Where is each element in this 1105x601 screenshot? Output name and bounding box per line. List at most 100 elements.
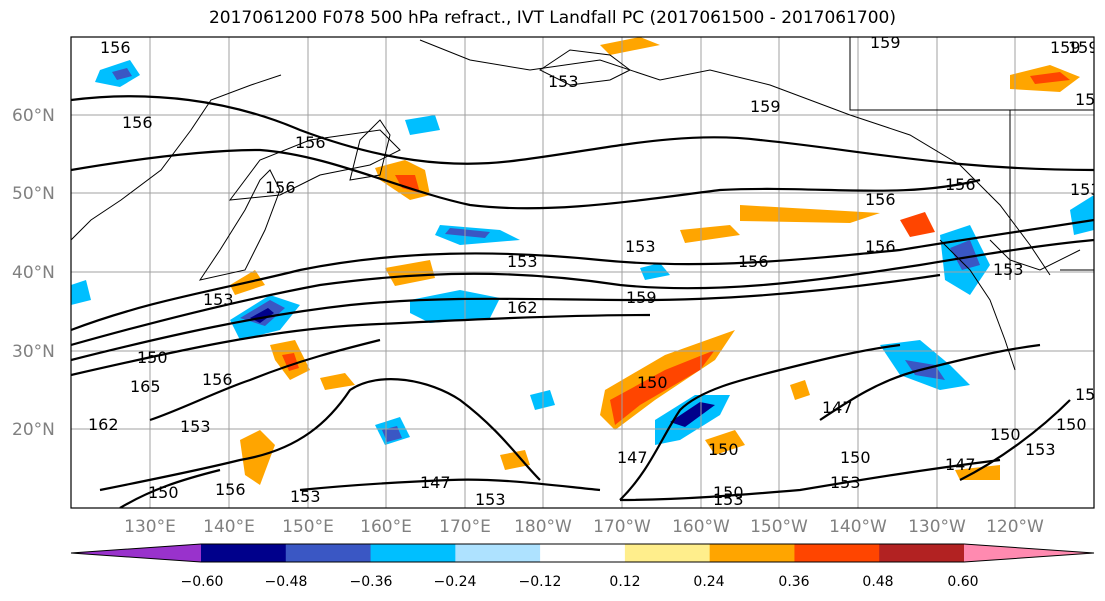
lon-label: 150°E xyxy=(282,517,334,537)
colorbar-swatch xyxy=(201,544,287,562)
colorbar-swatch xyxy=(879,544,965,562)
contour-label: 153 xyxy=(830,473,861,492)
negative-region xyxy=(405,115,440,135)
contour-label: 156 xyxy=(100,38,131,57)
colorbar-swatch xyxy=(794,544,880,562)
colorbar xyxy=(70,543,1095,563)
colorbar-swatch xyxy=(370,544,456,562)
colorbar-swatch xyxy=(540,544,626,562)
colorbar-swatch xyxy=(624,544,711,562)
coastlines xyxy=(71,37,1094,371)
contour-label: 156 xyxy=(295,133,326,152)
shaded-regions xyxy=(71,37,1094,485)
contour-label: 156 xyxy=(738,252,769,271)
contour-label: 159 xyxy=(1050,38,1081,57)
contour-label: 159 xyxy=(870,33,901,52)
contour-label: 150 xyxy=(137,348,168,367)
positive-region xyxy=(500,450,530,470)
colorbar-swatch xyxy=(285,544,372,562)
lon-label: 120°W xyxy=(986,517,1044,537)
lon-label: 180°W xyxy=(514,517,572,537)
colorbar-tick-label: −0.60 xyxy=(181,574,224,590)
lon-label: 130°E xyxy=(124,517,176,537)
negative-region xyxy=(71,280,91,305)
contour-label: 150 xyxy=(637,373,668,392)
positive-region xyxy=(740,205,880,223)
lat-label: 20°N xyxy=(12,420,55,440)
contour-label: 150 xyxy=(148,483,179,502)
refractivity-contours xyxy=(71,95,1094,508)
contour-label: 153 xyxy=(475,490,506,509)
contour-label: 153 xyxy=(1025,440,1056,459)
lat-label: 40°N xyxy=(12,263,55,283)
positive-region xyxy=(240,430,275,485)
contour-label: 150 xyxy=(713,483,744,502)
positive-region xyxy=(610,350,715,425)
lon-label: 170°W xyxy=(593,517,651,537)
negative-region xyxy=(905,360,945,380)
positive-region xyxy=(705,430,745,455)
contour-label: 153 xyxy=(713,490,744,509)
contour-label: 147 xyxy=(617,448,648,467)
lon-label: 150°W xyxy=(750,517,808,537)
colorbar-tick-label: −0.36 xyxy=(350,574,393,590)
colorbar-tick-label: −0.48 xyxy=(265,574,308,590)
colorbar-extend-max xyxy=(964,544,1094,562)
contour-label: 153 xyxy=(625,237,656,256)
plot-frame xyxy=(70,36,1095,509)
negative-region xyxy=(670,402,715,427)
latitude-labels: 60°N 50°N 40°N 30°N 20°N xyxy=(12,106,55,440)
contour-label: 147 xyxy=(420,473,451,492)
positive-region xyxy=(600,37,660,55)
contour-label: 153 xyxy=(180,417,211,436)
lon-label: 170°E xyxy=(439,517,491,537)
colorbar-outline xyxy=(70,543,1095,563)
positive-region xyxy=(385,260,435,286)
contour-label: 159 xyxy=(1068,38,1099,57)
contour-label: 165 xyxy=(130,377,161,396)
contour-label: 162 xyxy=(507,298,538,317)
lon-label: 140°E xyxy=(203,517,255,537)
contour-label: 156 xyxy=(202,370,233,389)
colorbar-tick-label: 0.24 xyxy=(693,574,724,590)
contour-label: 156 xyxy=(865,237,896,256)
longitude-labels: 130°E 140°E 150°E 160°E 170°E 180°W 170°… xyxy=(124,517,1044,537)
negative-region xyxy=(950,240,980,270)
colorbar-tick-label: 0.60 xyxy=(947,574,978,590)
positive-region xyxy=(900,212,935,237)
lon-label: 130°W xyxy=(908,517,966,537)
negative-region xyxy=(112,68,132,80)
lon-label: 140°W xyxy=(829,517,887,537)
contour-label: 150 xyxy=(990,425,1021,444)
colorbar-tick-label: −0.12 xyxy=(519,574,562,590)
colorbar-extend-min xyxy=(71,544,201,562)
contour-label: 153 xyxy=(203,290,234,309)
colorbar-tick-label: 0.36 xyxy=(778,574,809,590)
contour-label: 150 xyxy=(840,448,871,467)
colorbar-swatch xyxy=(709,544,795,562)
contour-label: 150 xyxy=(1056,415,1087,434)
positive-region xyxy=(282,353,299,371)
contour-label: 153 xyxy=(1070,180,1101,199)
contour-label: 159 xyxy=(626,288,657,307)
colorbar-tick-label: −0.24 xyxy=(434,574,477,590)
negative-region xyxy=(1070,195,1094,235)
lat-label: 50°N xyxy=(12,184,55,204)
contour-label: 153 xyxy=(548,72,579,91)
contour-label: 156 xyxy=(1075,90,1105,109)
positive-region xyxy=(1030,72,1070,84)
map-title: 2017061200 F078 500 hPa refract., IVT La… xyxy=(208,8,896,28)
contour-label: 156 xyxy=(865,190,896,209)
lon-label: 160°E xyxy=(360,517,412,537)
positive-region xyxy=(320,373,355,390)
positive-region xyxy=(680,225,740,243)
contour-label: 150 xyxy=(708,440,739,459)
contour-label: 156 xyxy=(265,178,296,197)
colorbar-labels: −0.60 −0.48 −0.36 −0.24 −0.12 0.12 0.24 … xyxy=(181,574,979,590)
negative-region xyxy=(445,228,490,238)
colorbar-tick-label: 0.12 xyxy=(609,574,640,590)
contour-label: 153 xyxy=(290,487,321,506)
colorbar-swatch xyxy=(455,544,541,562)
contour-label: 162 xyxy=(88,415,119,434)
